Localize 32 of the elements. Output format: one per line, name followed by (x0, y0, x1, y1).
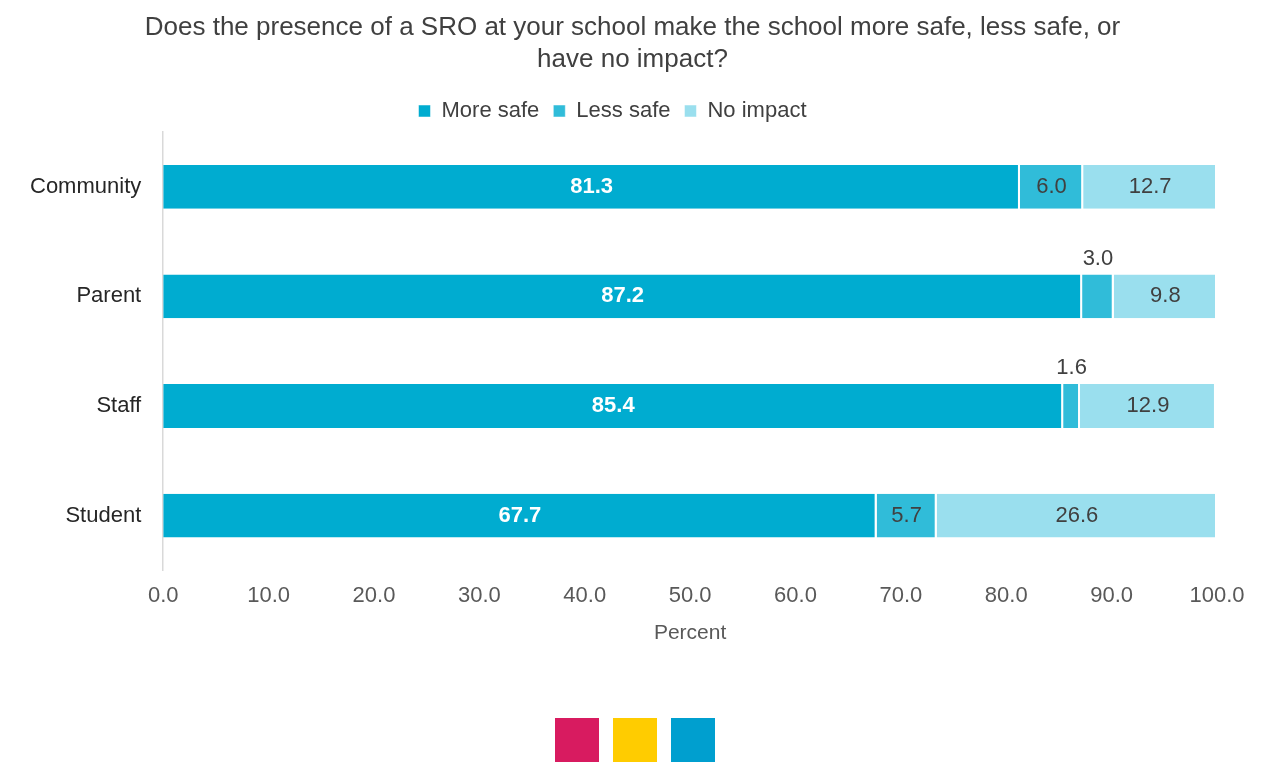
x-tick-label: 70.0 (879, 581, 923, 607)
data-label: 85.4 (591, 392, 636, 418)
x-tick-label: 100.0 (1189, 581, 1245, 607)
x-tick-label: 30.0 (457, 581, 501, 607)
data-label: 12.9 (1126, 392, 1170, 418)
data-label: 9.8 (1150, 282, 1181, 308)
y-tick-label: Staff (96, 392, 143, 418)
x-tick-label: 0.0 (147, 581, 179, 607)
y-tick-label: Parent (76, 282, 142, 308)
x-tick-label: 20.0 (352, 581, 396, 607)
data-label: 1.6 (1056, 354, 1087, 380)
data-label: 26.6 (1055, 501, 1099, 527)
x-tick-label: 50.0 (668, 581, 712, 607)
data-label: 12.7 (1128, 172, 1172, 198)
data-label: 6.0 (1036, 172, 1067, 198)
x-axis-title: Percent (653, 620, 727, 644)
x-tick-label: 90.0 (1090, 581, 1134, 607)
x-tick-label: 60.0 (774, 581, 817, 607)
y-tick-label: Student (65, 501, 142, 527)
legend-label: More safe (441, 97, 540, 123)
data-label: 5.7 (891, 501, 922, 527)
data-label: 87.2 (601, 282, 645, 308)
legend-label: Less safe (576, 97, 671, 123)
x-tick-label: 80.0 (984, 581, 1028, 607)
x-tick-label: 40.0 (563, 581, 607, 607)
chart-title: Does the presence of a SRO at your school make the school more safe, less safe, or have no impact? (143, 10, 1122, 74)
data-label: 81.3 (570, 172, 614, 198)
x-tick-label: 10.0 (247, 581, 291, 607)
y-tick-label: Community (30, 172, 142, 198)
data-label: 67.7 (498, 501, 542, 527)
data-label: 3.0 (1082, 244, 1114, 270)
legend-label: No impact (707, 97, 807, 123)
